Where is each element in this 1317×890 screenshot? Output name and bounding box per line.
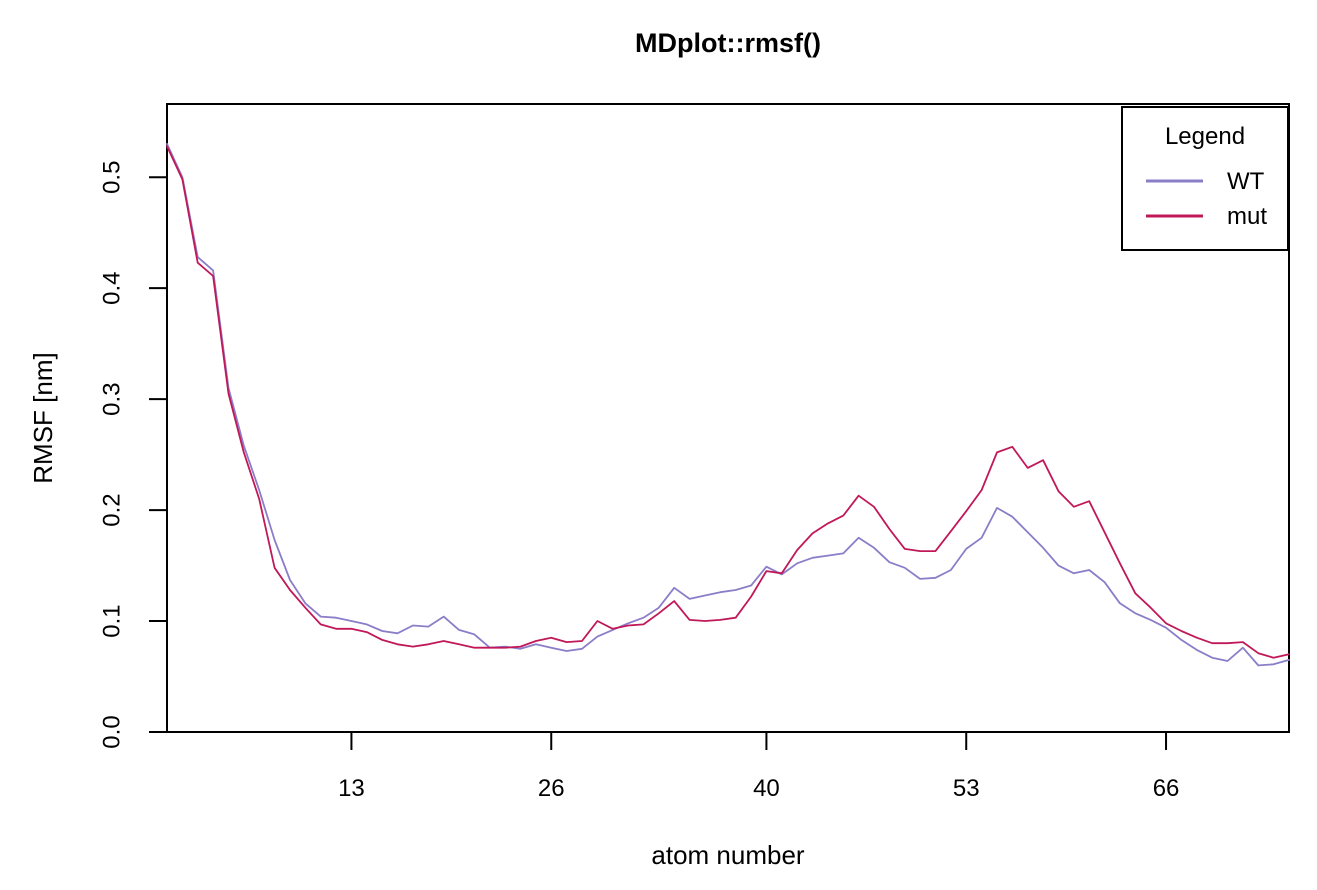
x-axis-title: atom number — [651, 840, 805, 870]
y-tick-label: 0.4 — [99, 271, 126, 304]
legend-label-wt: WT — [1227, 168, 1265, 195]
legend-box: Legend WT mut — [1121, 106, 1289, 251]
series-line-mut — [166, 145, 1290, 659]
x-tick-label: 26 — [538, 775, 565, 802]
series-line-WT — [166, 142, 1290, 667]
x-tick-label: 66 — [1153, 775, 1180, 802]
x-tick-label: 13 — [338, 775, 365, 802]
y-tick-label: 0.5 — [99, 161, 126, 194]
plot-area-border — [166, 103, 1290, 733]
data-lines — [166, 142, 1290, 667]
legend-title: Legend — [1165, 123, 1245, 150]
legend-border — [1121, 106, 1289, 251]
legend-label-mut: mut — [1227, 203, 1267, 230]
chart-title: MDplot::rmsf() — [635, 28, 821, 58]
y-tick-label: 0.3 — [99, 382, 126, 415]
y-tick-label: 0.0 — [99, 715, 126, 748]
y-axis-title: RMSF [nm] — [28, 352, 58, 483]
axis-ticks: 13 26 40 53 66 0.0 0.1 0.2 0.3 0.4 0.5 — [99, 161, 1180, 802]
y-tick-label: 0.2 — [99, 493, 126, 526]
x-tick-label: 40 — [753, 775, 780, 802]
y-tick-label: 0.1 — [99, 604, 126, 637]
x-tick-label: 53 — [953, 775, 980, 802]
